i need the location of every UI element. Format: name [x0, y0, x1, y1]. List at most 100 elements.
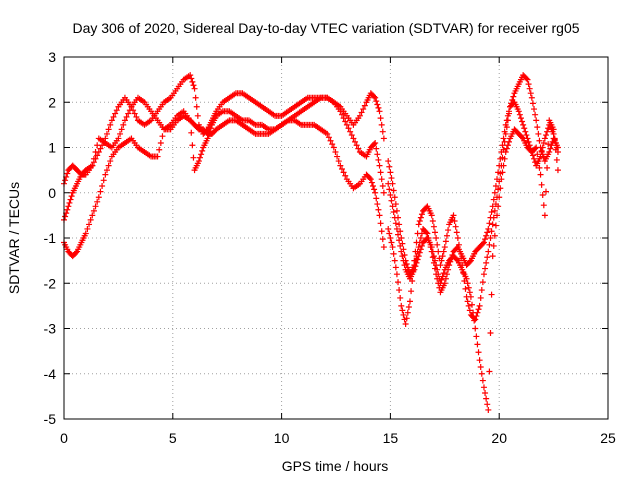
data-point	[374, 101, 381, 108]
data-point	[395, 231, 402, 238]
data-point	[191, 85, 198, 92]
data-point	[441, 244, 448, 251]
data-point	[412, 263, 419, 270]
data-point	[332, 149, 339, 156]
data-point	[492, 182, 499, 189]
data-point	[87, 216, 94, 223]
data-point	[398, 248, 405, 255]
data-point	[415, 221, 422, 228]
data-point	[62, 177, 69, 184]
data-point	[429, 254, 436, 261]
data-point	[480, 384, 487, 391]
data-point	[466, 289, 473, 296]
data-point	[504, 112, 511, 119]
data-point	[505, 108, 512, 115]
data-point	[548, 142, 555, 149]
data-point	[502, 149, 509, 156]
data-point	[520, 121, 527, 128]
data-point	[488, 228, 495, 235]
data-point	[532, 111, 539, 118]
data-point	[477, 363, 484, 370]
data-point	[378, 121, 385, 128]
data-point	[94, 142, 101, 149]
data-point	[193, 103, 200, 110]
data-point	[483, 259, 490, 266]
data-point	[112, 110, 119, 117]
data-point	[525, 138, 532, 145]
data-point	[533, 117, 540, 124]
data-point	[532, 145, 539, 152]
data-point	[432, 257, 439, 264]
data-point	[386, 186, 393, 193]
data-point	[536, 137, 543, 144]
data-point	[361, 102, 368, 109]
data-point	[342, 118, 349, 125]
data-point	[376, 212, 383, 219]
data-point	[374, 151, 381, 158]
data-point	[392, 220, 399, 227]
data-point	[386, 230, 393, 237]
data-point	[154, 153, 161, 160]
data-point	[371, 93, 378, 100]
data-point	[496, 194, 503, 201]
data-point	[379, 236, 386, 243]
data-point	[350, 135, 357, 142]
data-point	[95, 194, 102, 201]
data-point	[418, 230, 425, 237]
data-point	[400, 257, 407, 264]
data-point	[487, 235, 494, 241]
data-point	[464, 298, 471, 305]
data-point	[373, 98, 380, 105]
data-point	[502, 121, 509, 128]
data-point	[495, 203, 502, 210]
data-point	[380, 135, 387, 142]
data-point	[334, 153, 341, 160]
data-point	[504, 142, 511, 149]
data-point	[397, 228, 404, 235]
data-point	[92, 149, 99, 156]
y-tick-label: -1	[44, 230, 57, 246]
data-point	[546, 149, 553, 156]
data-point	[480, 239, 487, 246]
x-tick-label: 15	[383, 430, 399, 446]
data-point	[393, 271, 400, 278]
data-point	[521, 125, 528, 132]
y-tick-label: 1	[48, 140, 56, 156]
data-point	[408, 288, 415, 295]
data-point	[482, 236, 489, 243]
data-point	[397, 294, 404, 301]
data-point	[416, 218, 423, 225]
data-point	[190, 82, 197, 89]
data-point	[479, 377, 486, 384]
data-point	[547, 145, 554, 152]
data-point	[389, 244, 396, 251]
data-point	[480, 271, 487, 278]
data-point	[500, 162, 507, 169]
data-point	[483, 395, 490, 402]
data-point	[528, 94, 535, 101]
data-point	[486, 368, 493, 375]
data-point	[491, 232, 498, 239]
data-point	[403, 315, 410, 322]
data-point	[125, 110, 132, 117]
data-point	[434, 266, 441, 273]
y-tick-label: -3	[44, 321, 57, 337]
data-point	[538, 149, 545, 156]
data-point	[373, 195, 380, 202]
data-point	[484, 254, 491, 261]
data-point	[472, 316, 479, 323]
data-point	[522, 128, 529, 135]
data-point	[157, 139, 164, 146]
data-point	[454, 235, 461, 241]
y-tick-label: 2	[48, 94, 56, 110]
data-point	[118, 126, 125, 133]
data-point	[324, 130, 331, 137]
data-point	[484, 401, 491, 408]
data-point	[352, 138, 359, 145]
data-point	[440, 248, 447, 255]
data-point	[524, 76, 531, 83]
data-point	[466, 258, 473, 265]
data-point	[113, 107, 120, 114]
data-point	[485, 406, 492, 413]
